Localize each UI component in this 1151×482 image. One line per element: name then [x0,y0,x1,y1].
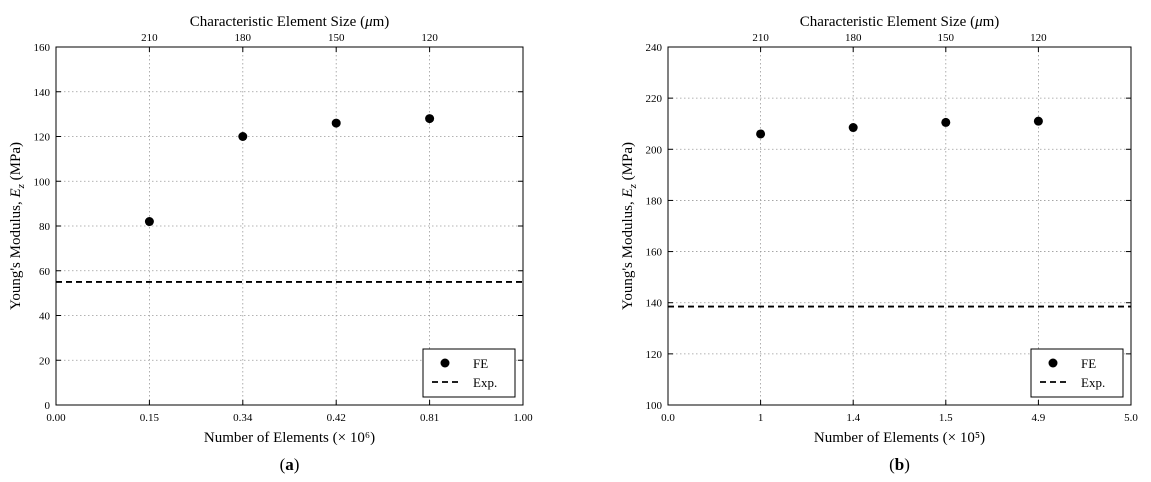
top-tick-label: 210 [141,32,158,44]
legend-marker-fe [440,358,450,368]
y-tick-label: 140 [34,87,51,99]
x-tick-label: 1.5 [939,412,953,424]
y-tick-label: 200 [646,144,663,156]
y-tick-label: 100 [34,176,51,188]
plot-frame [55,46,524,406]
y-tick-label: 80 [39,221,51,233]
legend-label: Exp. [473,375,497,390]
top-tick-label: 150 [328,32,345,44]
x-tick-label: 0.0 [661,412,675,424]
legend: FE Exp. [1030,348,1124,398]
top-tick-label: 210 [752,32,769,44]
legend-label: FE [473,356,488,371]
y-tick-label: 100 [646,400,663,412]
top-tick-label: 120 [1030,32,1047,44]
top-tick-label: 180 [845,32,862,44]
y-tick-label: 60 [39,266,51,278]
x-tick-label: 4.9 [1032,412,1046,424]
x-axis-title: Number of Elements (× 10⁵) [814,430,985,446]
y-tick-label: 160 [34,42,51,54]
x-tick-label: 1.00 [513,412,533,424]
data-point-fe [425,114,435,124]
y-tick-label: 20 [39,355,51,367]
y-tick-label: 140 [646,298,663,310]
y-tick-label: 160 [646,247,663,259]
legend-marker-fe [1048,358,1058,368]
y-tick-label: 120 [646,349,663,361]
top-axis-title: Characteristic Element Size (μm) [800,14,1000,30]
top-tick-label: 150 [938,32,955,44]
panel-label: (a) [280,455,300,474]
data-point-fe [1033,116,1043,126]
chart-panel-a: 0 20 40 60 80 100 120 140 160 0.00 0.15 0.34 0.42 0.8… [8,14,533,474]
x-tick-label: 0.34 [233,412,253,424]
legend-label: FE [1081,356,1096,371]
top-tick-label: 120 [421,32,438,44]
data-point-fe [941,117,951,127]
x-tick-label: 0.15 [140,412,160,424]
data-point-fe [848,123,858,133]
y-tick-label: 0 [45,400,51,412]
chart-panel-b: 100 120 140 160 180 200 220 240 0.0 1 1.4 1.5 4.9 5.0… [620,14,1138,474]
top-tick-label: 180 [235,32,252,44]
x-tick-label: 1 [758,412,764,424]
top-axis-title: Characteristic Element Size (μm) [190,14,390,30]
x-tick-label: 0.42 [327,412,346,424]
plot-frame [667,46,1132,406]
x-axis-title: Number of Elements (× 10⁶) [204,430,375,446]
x-tick-label: 5.0 [1124,412,1138,424]
data-point-fe [331,118,341,128]
data-point-fe [238,132,248,141]
y-tick-label: 180 [646,195,663,207]
plot-area [668,47,1131,405]
x-tick-label: 1.4 [846,412,860,424]
legend-label: Exp. [1081,375,1105,390]
legend-box [1030,348,1124,398]
y-tick-label: 220 [646,93,663,105]
legend-box [422,348,516,398]
y-tick-label: 40 [39,311,51,323]
y-tick-label: 240 [646,42,663,54]
x-tick-label: 0.00 [46,412,66,424]
y-tick-label: 120 [34,132,51,144]
panel-label: (b) [889,455,910,474]
data-point-fe [756,129,766,139]
data-point-fe [144,217,154,227]
x-tick-label: 0.81 [420,412,439,424]
y-axis-title: Young's Modulus, Ez (MPa) [620,142,639,310]
legend: FE Exp. [422,348,516,398]
y-axis-title: Young's Modulus, Ez (MPa) [8,142,27,310]
